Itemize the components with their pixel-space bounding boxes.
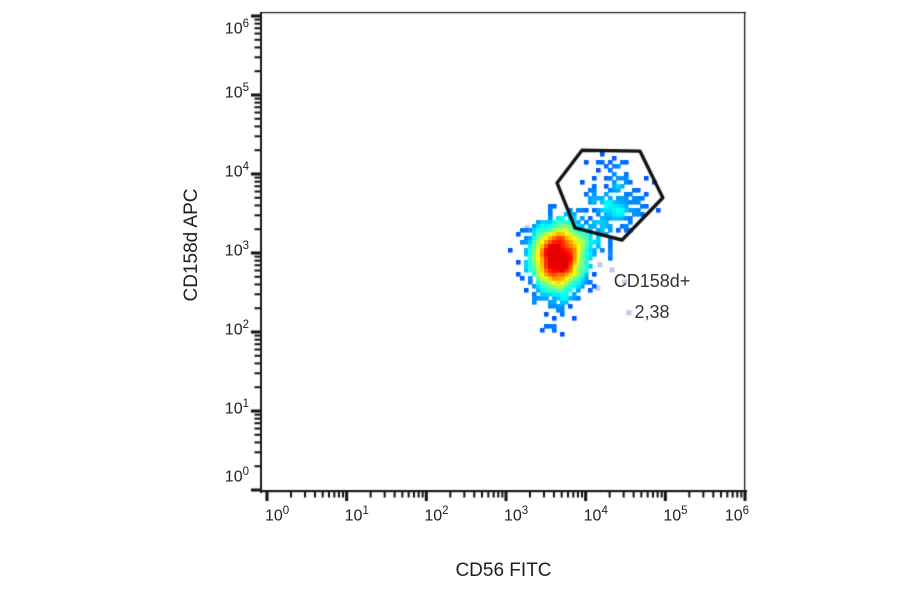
y-tick-label-10e0: 100 (224, 466, 249, 486)
gate-percentage: 2,38 (634, 302, 670, 322)
x-tick-label-10e1: 101 (344, 505, 369, 525)
y-tick-label-10e5: 105 (224, 82, 249, 102)
y-tick-label-10e1: 101 (224, 398, 249, 418)
x-tick-label-10e0: 100 (265, 505, 290, 525)
x-tick-label-10e4: 104 (583, 505, 608, 525)
x-tick-label-10e5: 105 (663, 505, 688, 525)
y-tick-label-10e6: 106 (224, 18, 249, 38)
gate-label: CD158d+ 2,38 (614, 266, 691, 328)
y-axis-title: CD158d APC (181, 188, 202, 302)
x-axis-title: CD56 FITC (455, 560, 552, 581)
gate-name: CD158d+ (613, 271, 691, 291)
x-tick-label-10e6: 106 (724, 505, 749, 525)
x-tick-label-10e3: 103 (504, 505, 529, 525)
y-tick-label-10e4: 104 (224, 161, 249, 181)
y-tick-label-10e2: 102 (224, 319, 249, 339)
y-tick-label-10e3: 103 (224, 240, 249, 260)
x-tick-label-10e2: 102 (424, 505, 449, 525)
